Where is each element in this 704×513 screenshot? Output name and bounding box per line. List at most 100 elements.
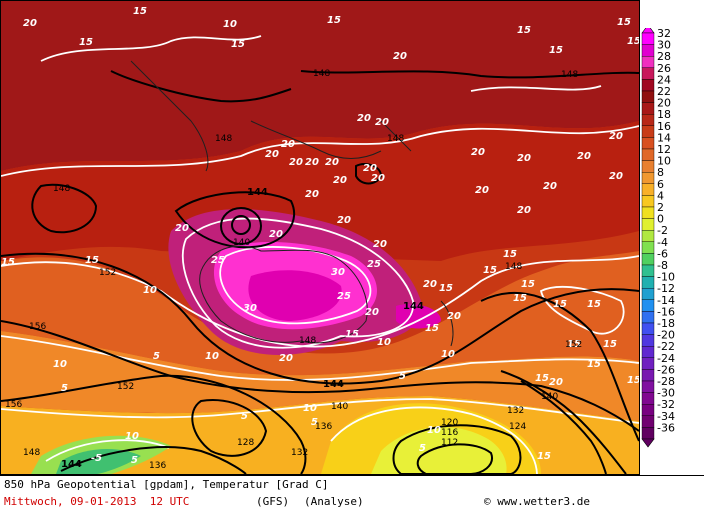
isotherm-label: 15: [627, 36, 639, 47]
isotherm-label: 20: [279, 353, 293, 364]
scale-swatch: [641, 288, 655, 301]
scale-tick-label: 2: [657, 201, 664, 214]
scale-tick-label: 10: [657, 155, 671, 168]
geopotential-label: 152: [99, 268, 116, 278]
scale-tick-label: 28: [657, 50, 671, 63]
isotherm-label: 15: [627, 375, 639, 386]
geopotential-label: 112: [441, 438, 458, 448]
scale-tick-label: -20: [657, 329, 675, 342]
geopotential-label: 116: [441, 428, 458, 438]
geopotential-label: 128: [237, 438, 254, 448]
isotherm-label: 20: [543, 181, 557, 192]
isotherm-label: 15: [603, 339, 617, 350]
scale-tick-label: -28: [657, 375, 675, 388]
scale-swatch: [641, 392, 655, 405]
scale-swatch: [641, 264, 655, 277]
isotherm-label: 15: [439, 283, 453, 294]
geopotential-label: 132: [291, 448, 308, 458]
scale-swatch: [641, 404, 655, 417]
geopotential-label: 148: [561, 70, 578, 80]
scale-tick-label: -14: [657, 294, 675, 307]
geopotential-label: 132: [507, 406, 524, 416]
geopotential-label: 148: [215, 134, 232, 144]
geopotential-label: 156: [5, 400, 22, 410]
isotherm-label: 10: [377, 337, 391, 348]
geopotential-lines: [1, 70, 639, 474]
scale-swatch: [641, 253, 655, 266]
geopotential-label: 144: [247, 187, 268, 198]
isotherm-label: 20: [371, 173, 385, 184]
scale-tick-label: 6: [657, 178, 664, 191]
scale-tick-label: -8: [657, 259, 668, 272]
hot-region-32: [248, 270, 342, 321]
isotherm-label: 20: [281, 139, 295, 150]
isotherm-label: 20: [325, 157, 339, 168]
scale-swatch: [641, 322, 655, 335]
temperature-color-scale: 32 30 28 26 24 22 20 18 16 14 12 10 8 6 4 2 0 -2 -4 -6 -8 -10…: [640, 24, 704, 458]
scale-swatch: [641, 427, 655, 440]
scale-tick-label: 12: [657, 143, 671, 156]
isotherm-label: 20: [475, 185, 489, 196]
scale-swatch: [641, 229, 655, 242]
isotherm-label: 20: [471, 147, 485, 158]
isotherm-label: 15: [553, 299, 567, 310]
isotherm-label: 5: [131, 455, 138, 466]
map-title: 850 hPa Geopotential [gpdam], Temperatur…: [4, 478, 329, 491]
isotherm-label: 5: [311, 417, 318, 428]
isotherm-label: 20: [175, 223, 189, 234]
isotherm-label: 20: [549, 377, 563, 388]
isotherm-label: 15: [549, 45, 563, 56]
isotherm-label: 20: [305, 189, 319, 200]
band-c22-north: [1, 1, 639, 171]
scale-tick-label: 20: [657, 97, 671, 110]
isotherm-label: -5: [91, 453, 102, 464]
isotherm-label: 15: [617, 17, 631, 28]
isotherm-label: 15: [537, 451, 551, 462]
isotherm-label: 5: [399, 371, 406, 382]
isotherm-label: 10: [143, 285, 157, 296]
scale-swatch: [641, 79, 655, 92]
isotherm-label: 20: [333, 175, 347, 186]
scale-swatch: [641, 206, 655, 219]
scale-tick-label: -4: [657, 236, 668, 249]
color-scale-canvas: 32302826242220181614121086420-2-4-6-8-10…: [641, 24, 675, 448]
scale-swatch: [641, 32, 655, 45]
geopotential-label: 148: [387, 134, 404, 144]
isotherm-label: 15: [79, 37, 93, 48]
scale-tick-label: 22: [657, 85, 671, 98]
scale-tick-label: -22: [657, 340, 675, 353]
isotherm-label: 20: [375, 117, 389, 128]
scale-tick-label: 0: [657, 213, 664, 226]
scale-swatch: [641, 276, 655, 289]
geopotential-label: 136: [149, 461, 166, 471]
scale-tick-label: -24: [657, 352, 675, 365]
geopotential-label: 148: [313, 69, 330, 79]
geopotential-label: 144: [403, 301, 424, 312]
isotherm-label: 15: [85, 255, 99, 266]
geopotential-label: 124: [509, 422, 526, 432]
isotherm-label: 15: [483, 265, 497, 276]
geopotential-labels: 148 148 148 148 148 144 140 148 152 144 …: [5, 69, 582, 471]
geopotential-label: 148: [23, 448, 40, 458]
map-date: Mittwoch, 09-01-2013 12 UTC: [4, 495, 190, 508]
map-canvas: 20 15 10 15 15 20 15 15 15 15 15 20 20 2…: [1, 1, 639, 474]
scale-swatch: [641, 148, 655, 161]
isotherm-label: 10: [205, 351, 219, 362]
scale-swatch: [641, 44, 655, 57]
isotherm-label: 15: [327, 15, 341, 26]
scale-tick-label: 18: [657, 108, 671, 121]
credit-link[interactable]: © www.wetter3.de: [484, 495, 590, 508]
scale-tick-label: -6: [657, 247, 668, 260]
isotherm-label: 15: [517, 25, 531, 36]
isotherm-label: 5: [419, 443, 426, 454]
isotherm-label: 20: [337, 215, 351, 226]
scale-swatch: [641, 311, 655, 324]
isotherm-label: 20: [265, 149, 279, 160]
geopotential-label: 148: [53, 184, 70, 194]
isotherm-label: 20: [363, 163, 377, 174]
isotherm-label: 10: [125, 431, 139, 442]
scale-tick-label: -30: [657, 387, 675, 400]
isotherm-label: 15: [503, 249, 517, 260]
scale-tick-label: 4: [657, 189, 664, 202]
scale-tick-label: -36: [657, 421, 675, 434]
